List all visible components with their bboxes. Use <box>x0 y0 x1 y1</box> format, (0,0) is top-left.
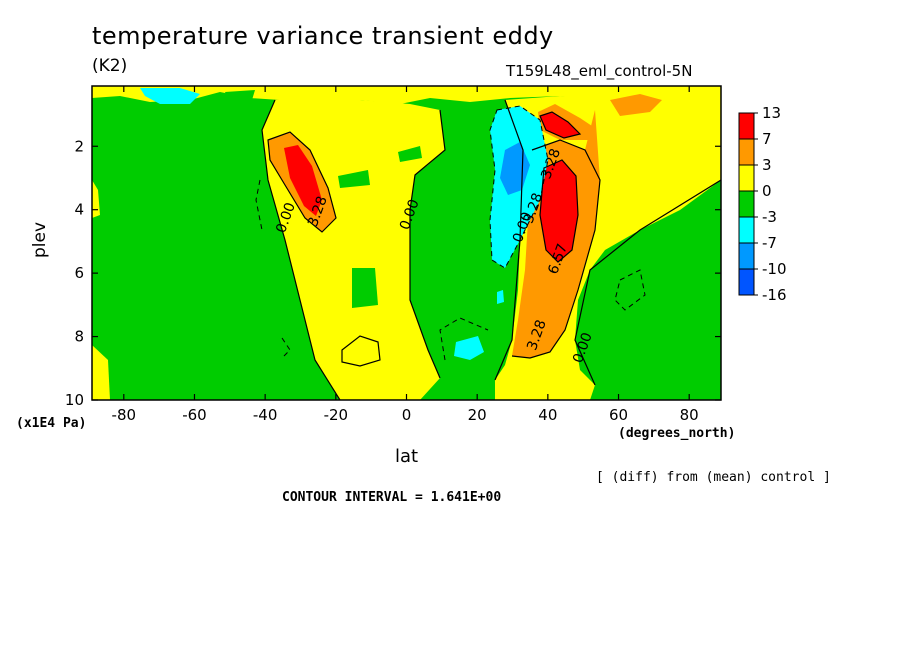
x-tick-label: 0 <box>402 406 412 424</box>
colorbar-level-label: -7 <box>762 234 777 252</box>
field-low-min-cyan <box>454 336 484 360</box>
y-tick-label: 2 <box>74 137 84 155</box>
diff-note: [ (diff) from (mean) control ] <box>596 470 831 485</box>
y-tick-label: 8 <box>74 328 84 346</box>
x-tick-label: 40 <box>538 406 557 424</box>
y-tick-label: 4 <box>74 201 84 219</box>
contour-line-7 <box>539 159 579 263</box>
x-tick-label: 80 <box>680 406 699 424</box>
x-tick-label: 20 <box>468 406 487 424</box>
colorbar-swatch <box>738 138 755 166</box>
x-axis-label: lat <box>395 446 419 467</box>
colorbar-swatch <box>738 112 755 140</box>
field-sh-max-red <box>284 145 322 216</box>
field-island-4 <box>225 90 255 100</box>
field-lowleft-positive <box>92 345 110 400</box>
contour-line-1 <box>261 99 341 400</box>
colorbar-level-label: -10 <box>762 260 787 278</box>
chart-title: temperature variance transient eddy <box>92 22 554 50</box>
colorbar-level-label: 13 <box>762 104 781 122</box>
x-axis-unit: (degrees_north) <box>618 426 736 441</box>
colorbar-swatch <box>738 268 755 296</box>
units-label: (K2) <box>92 56 128 76</box>
field-island-3 <box>398 146 422 162</box>
field-small-cyan <box>497 290 504 304</box>
field-edge-positive <box>92 180 100 218</box>
contour-line-6 <box>511 139 601 359</box>
contour-line-2 <box>409 109 446 379</box>
colorbar-swatch <box>738 242 755 270</box>
colorbar-level-label: -3 <box>762 208 777 226</box>
colorbar: 13 7 3 0 -3 -7 -10 -16 <box>738 104 787 304</box>
x-axis-ticks: -80 -60 -40 -20 0 20 40 60 80 <box>112 86 699 424</box>
colorbar-swatch <box>738 164 755 192</box>
colorbar-level-label: 3 <box>762 156 772 174</box>
contour-fields <box>92 86 721 400</box>
colorbar-level-label: 7 <box>762 130 772 148</box>
y-tick-label: 10 <box>65 391 84 409</box>
field-island-2 <box>338 170 370 188</box>
contour-line-9 <box>341 335 381 367</box>
x-tick-label: -60 <box>182 406 207 424</box>
contour-line-4 <box>574 179 721 386</box>
contour-interval: CONTOUR INTERVAL = 1.641E+00 <box>282 490 502 505</box>
contour-dashed-3 <box>614 269 646 311</box>
field-island-1 <box>352 268 378 308</box>
x-tick-label: -80 <box>112 406 137 424</box>
y-axis-unit: (x1E4 Pa) <box>16 416 87 431</box>
x-tick-label: 60 <box>609 406 628 424</box>
contour-dashed-5 <box>281 337 291 357</box>
field-top-cyan <box>140 88 200 104</box>
field-nh-max-red <box>540 160 578 262</box>
colorbar-swatch <box>738 190 755 218</box>
contour-line-8 <box>539 111 582 139</box>
x-tick-label: -20 <box>324 406 349 424</box>
colorbar-level-label: -16 <box>762 286 787 304</box>
contour-line-5 <box>267 131 337 233</box>
field-upper-right-orange <box>610 94 662 116</box>
x-tick-label: -40 <box>253 406 278 424</box>
colorbar-level-label: 0 <box>762 182 772 200</box>
contour-dashed-2 <box>255 179 263 231</box>
colorbar-swatch <box>738 216 755 244</box>
y-axis-ticks: 2 4 6 8 10 <box>65 137 721 409</box>
run-label: T159L48_eml_control-5N <box>506 62 693 80</box>
contour-dashed-1 <box>489 105 549 269</box>
y-tick-label: 6 <box>74 264 84 282</box>
